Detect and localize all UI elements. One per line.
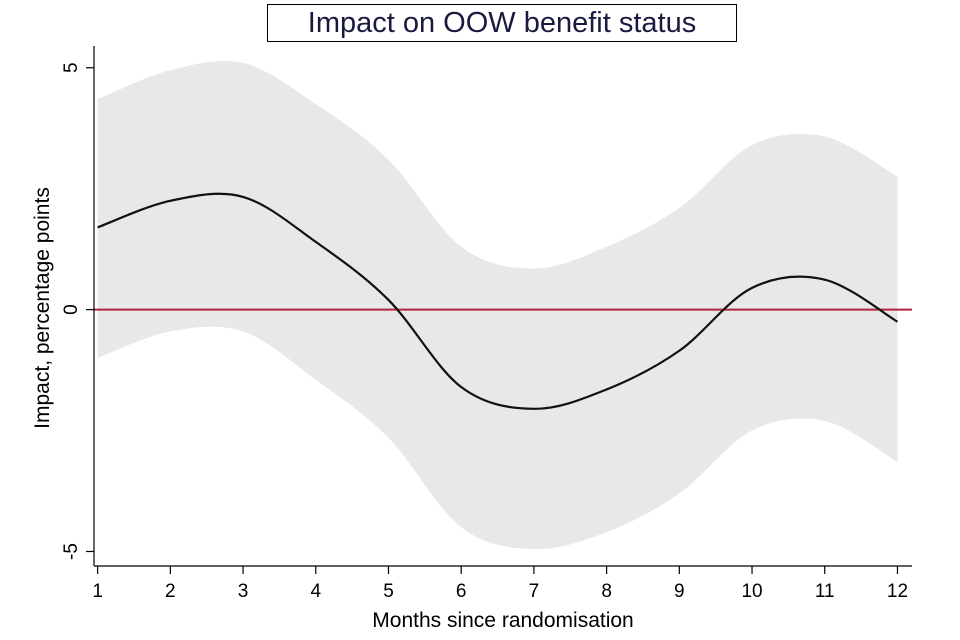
axes-layer: 1 2 3 4 5 6 7 8 9 10 11 12-505 xyxy=(61,46,912,602)
x-tick-label-3: 3 xyxy=(238,581,249,602)
x-tick-label-9: 9 xyxy=(674,581,685,602)
x-tick-label-11: 11 xyxy=(815,581,835,602)
x-tick-label-12: 12 xyxy=(887,581,908,602)
confidence-band-layer xyxy=(97,60,898,550)
y-tick-label-5: 5 xyxy=(61,62,82,73)
x-tick-label-1: 1 xyxy=(92,581,103,602)
x-tick-label-4: 4 xyxy=(310,581,321,602)
y-axis-title: Impact, percentage points xyxy=(31,187,54,429)
y-tick-label--5: -5 xyxy=(61,543,82,560)
x-tick-label-10: 10 xyxy=(741,581,762,602)
x-tick-label-8: 8 xyxy=(601,581,612,602)
y-tick-label-0: 0 xyxy=(61,304,82,315)
x-tick-label-2: 2 xyxy=(165,581,176,602)
x-axis-title: Months since randomisation xyxy=(372,609,633,632)
x-tick-label-7: 7 xyxy=(529,581,540,602)
impact-line-layer xyxy=(97,192,899,410)
chart-title: Impact on OOW benefit status xyxy=(267,4,737,42)
confidence-band xyxy=(97,60,898,550)
x-tick-label-6: 6 xyxy=(456,581,467,602)
impact-line xyxy=(97,192,899,410)
x-tick-label-5: 5 xyxy=(383,581,394,602)
